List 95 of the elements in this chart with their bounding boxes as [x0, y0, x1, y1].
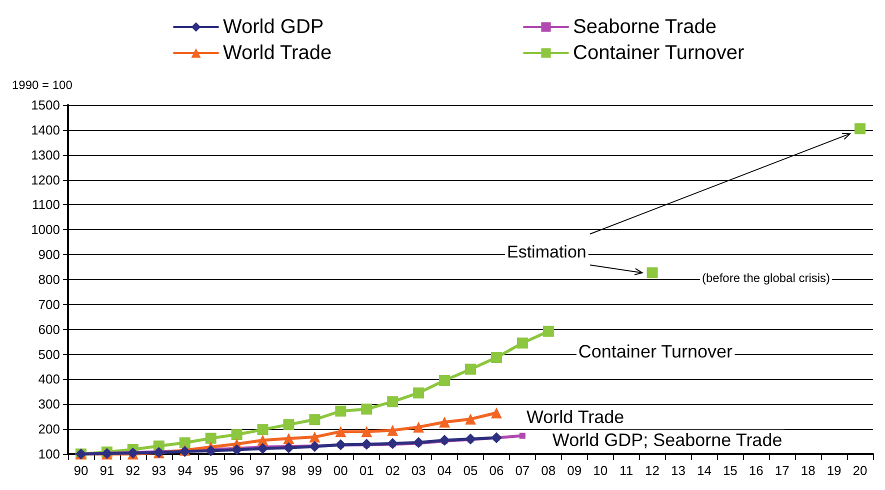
x-tick-label: 18	[800, 463, 816, 478]
point	[465, 434, 476, 445]
x-tick-label: 20	[852, 463, 868, 478]
point	[205, 445, 216, 456]
x-tick-label: 05	[463, 463, 478, 478]
x-tick-label: 93	[152, 463, 166, 478]
y-tick-label: 1100	[32, 197, 60, 212]
legend-label: World GDP	[223, 16, 324, 38]
x-tick-label: 19	[826, 463, 842, 478]
point	[309, 414, 320, 426]
point	[439, 416, 450, 428]
point	[283, 433, 294, 444]
x-tick-label: 98	[281, 463, 296, 478]
x-tick-label: 94	[178, 463, 192, 478]
point	[465, 414, 476, 425]
x-tick-label: 17	[774, 463, 790, 478]
x-tick-label: 04	[437, 463, 452, 478]
x-tick-label: 07	[515, 463, 530, 478]
point	[387, 396, 398, 408]
x-tick-label: 99	[307, 463, 322, 478]
point	[257, 443, 268, 454]
legend-label: World Trade	[223, 42, 332, 64]
point	[646, 267, 658, 278]
point	[231, 429, 242, 440]
y-tick-label: 1200	[31, 172, 60, 188]
y-tick-label: 1000	[31, 222, 60, 238]
x-tick-label: 95	[204, 463, 218, 478]
annotation: Container Turnover	[578, 341, 732, 362]
point	[490, 432, 502, 444]
x-tick-label: 10	[593, 463, 608, 478]
point	[179, 437, 190, 448]
x-tick-label: 02	[385, 463, 400, 478]
point	[516, 338, 528, 349]
x-tick-label: 97	[256, 463, 270, 478]
x-tick-label: 90	[74, 463, 88, 478]
point	[335, 426, 346, 438]
annotation: World Trade	[526, 406, 624, 427]
point	[490, 352, 502, 364]
y-tick-label: 400	[38, 372, 60, 387]
point	[413, 422, 424, 433]
y-tick-label: 1500	[31, 98, 60, 112]
point	[309, 432, 320, 443]
x-tick-label: 91	[100, 463, 114, 478]
point	[413, 387, 424, 398]
y-tick-label: 1300	[31, 147, 60, 162]
y-tick-label: 200	[38, 422, 60, 437]
x-tick-label: 00	[333, 463, 348, 478]
x-tick-label: 01	[359, 463, 374, 478]
x-tick-label: 08	[541, 463, 556, 478]
y-tick-label: 1400	[31, 122, 60, 138]
y-tick-label: 500	[38, 346, 60, 362]
annotation: World GDP; Seaborne Trade	[552, 430, 782, 450]
point	[231, 444, 242, 456]
y-axis-title: 1990 = 100	[12, 78, 73, 92]
point	[335, 406, 346, 417]
x-tick-label: 09	[567, 463, 582, 478]
x-tick-label: 96	[230, 463, 244, 478]
x-tick-label: 12	[645, 463, 660, 478]
point	[465, 364, 476, 375]
point	[361, 426, 372, 438]
point	[413, 437, 424, 448]
point	[490, 407, 502, 418]
x-tick-label: 16	[748, 463, 764, 478]
point	[519, 432, 526, 439]
legend-label: Container Turnover	[573, 42, 745, 64]
x-tick-label: 03	[411, 463, 426, 478]
point	[309, 441, 320, 452]
annotation: Estimation	[507, 242, 586, 262]
x-tick-label: 11	[620, 463, 634, 478]
y-tick-label: 600	[38, 322, 60, 337]
legend-label: Seaborne Trade	[573, 16, 716, 38]
y-tick-label: 900	[38, 247, 60, 262]
x-tick-label: 06	[489, 463, 504, 478]
y-tick-label: 100	[38, 446, 60, 462]
x-tick-label: 14	[696, 463, 712, 478]
x-tick-label: 92	[126, 463, 140, 478]
point	[361, 438, 372, 450]
point	[361, 404, 372, 415]
x-tick-label: 15	[722, 463, 738, 478]
point	[542, 326, 554, 337]
y-tick-label: 700	[38, 296, 60, 312]
point	[335, 439, 346, 450]
annotation: (before the global crisis)	[702, 271, 830, 285]
point	[387, 424, 398, 436]
point	[257, 424, 268, 436]
x-tick-label: 13	[671, 463, 686, 478]
point	[283, 442, 294, 454]
point	[205, 432, 216, 444]
point	[439, 374, 450, 386]
point	[439, 434, 450, 446]
point	[854, 123, 866, 134]
point	[387, 438, 398, 450]
y-tick-label: 300	[38, 396, 60, 412]
y-tick-label: 800	[38, 272, 60, 287]
point	[283, 419, 294, 430]
